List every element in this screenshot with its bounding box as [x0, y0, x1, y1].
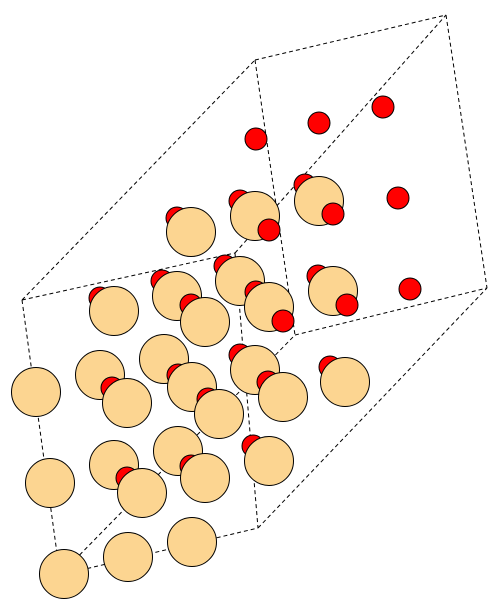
large-atom: [89, 286, 139, 336]
cell-edge: [254, 14, 447, 61]
cell-edge: [21, 252, 236, 301]
small-atom: [398, 277, 422, 301]
large-atom: [194, 389, 244, 439]
large-atom: [39, 549, 89, 599]
cell-edge: [59, 527, 259, 576]
cell-edge: [257, 287, 488, 529]
large-atom: [180, 453, 230, 503]
small-atom: [371, 95, 395, 119]
small-atom: [257, 218, 281, 242]
small-atom: [321, 202, 345, 226]
small-atom: [244, 127, 268, 151]
large-atom: [180, 297, 230, 347]
large-atom: [25, 458, 75, 508]
cell-edge: [445, 14, 488, 289]
large-atom: [244, 436, 294, 486]
small-atom: [335, 293, 359, 317]
cell-edge: [294, 287, 488, 336]
large-atom: [166, 207, 216, 257]
large-atom: [117, 468, 167, 518]
large-atom: [320, 357, 370, 407]
cell-edge: [254, 59, 296, 336]
large-atom: [11, 367, 61, 417]
large-atom: [167, 517, 217, 567]
small-atom: [307, 111, 331, 135]
small-atom: [271, 309, 295, 333]
large-atom: [102, 378, 152, 428]
small-atom: [386, 186, 410, 210]
large-atom: [103, 532, 153, 582]
large-atom: [258, 372, 308, 422]
cell-edge: [21, 299, 61, 576]
atoms-layer: [11, 95, 422, 599]
